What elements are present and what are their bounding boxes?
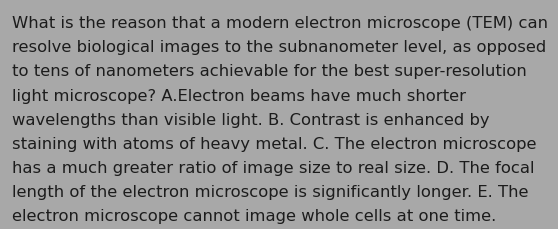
Text: electron microscope cannot image whole cells at one time.: electron microscope cannot image whole c… — [12, 208, 497, 223]
Text: What is the reason that a modern electron microscope (TEM) can: What is the reason that a modern electro… — [12, 16, 549, 31]
Text: wavelengths than visible light. B. Contrast is enhanced by: wavelengths than visible light. B. Contr… — [12, 112, 490, 127]
Text: light microscope? A.Electron beams have much shorter: light microscope? A.Electron beams have … — [12, 88, 466, 103]
Text: staining with atoms of heavy metal. C. The electron microscope: staining with atoms of heavy metal. C. T… — [12, 136, 537, 151]
Text: to tens of nanometers achievable for the best super-resolution: to tens of nanometers achievable for the… — [12, 64, 527, 79]
Text: length of the electron microscope is significantly longer. E. The: length of the electron microscope is sig… — [12, 184, 529, 199]
Text: has a much greater ratio of image size to real size. D. The focal: has a much greater ratio of image size t… — [12, 160, 535, 175]
Text: resolve biological images to the subnanometer level, as opposed: resolve biological images to the subnano… — [12, 40, 546, 55]
